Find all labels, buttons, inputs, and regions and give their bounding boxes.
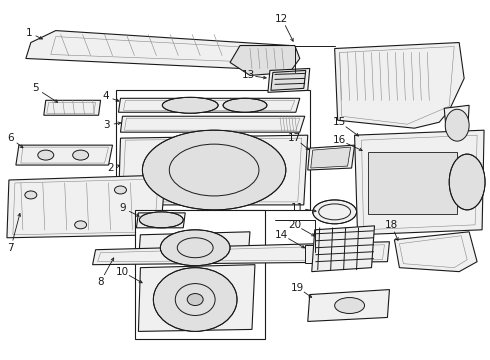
Text: 12: 12: [275, 14, 289, 24]
Text: 13: 13: [242, 71, 255, 80]
Ellipse shape: [74, 221, 87, 229]
Text: 9: 9: [119, 203, 126, 213]
Ellipse shape: [162, 97, 218, 113]
Polygon shape: [308, 289, 390, 321]
Text: 10: 10: [116, 267, 129, 276]
Ellipse shape: [160, 230, 230, 266]
Ellipse shape: [335, 298, 365, 314]
Text: 8: 8: [97, 276, 104, 287]
Polygon shape: [121, 116, 305, 132]
Bar: [368, 152, 457, 214]
Polygon shape: [26, 31, 295, 68]
Text: 5: 5: [32, 84, 39, 93]
Text: 19: 19: [291, 283, 304, 293]
Text: 17: 17: [288, 133, 301, 143]
Polygon shape: [271, 71, 306, 90]
Text: 16: 16: [333, 135, 346, 145]
Polygon shape: [394, 232, 477, 272]
Ellipse shape: [143, 130, 286, 210]
Ellipse shape: [73, 150, 89, 160]
Ellipse shape: [153, 268, 237, 332]
Polygon shape: [444, 105, 469, 142]
Polygon shape: [7, 175, 165, 238]
Polygon shape: [311, 147, 350, 168]
Text: 18: 18: [385, 220, 398, 230]
Ellipse shape: [223, 98, 267, 112]
Polygon shape: [93, 242, 390, 265]
Text: 14: 14: [275, 230, 289, 240]
Text: 4: 4: [102, 91, 109, 101]
Ellipse shape: [140, 212, 183, 228]
Polygon shape: [136, 213, 185, 228]
Polygon shape: [335, 42, 464, 128]
Polygon shape: [16, 145, 113, 165]
Ellipse shape: [38, 150, 54, 160]
Ellipse shape: [187, 293, 203, 306]
Bar: [135, 210, 265, 339]
Bar: [305, 245, 327, 263]
Ellipse shape: [25, 191, 37, 199]
Polygon shape: [138, 232, 250, 262]
Bar: [116, 90, 310, 210]
Polygon shape: [138, 265, 255, 332]
Ellipse shape: [313, 200, 357, 224]
Ellipse shape: [445, 109, 469, 141]
Text: 1: 1: [25, 28, 32, 37]
Polygon shape: [355, 130, 484, 235]
Polygon shape: [44, 100, 100, 115]
Polygon shape: [119, 135, 308, 205]
Text: 15: 15: [333, 117, 346, 127]
Polygon shape: [268, 68, 310, 92]
Text: 6: 6: [7, 133, 14, 143]
Text: 20: 20: [288, 220, 301, 230]
Polygon shape: [312, 226, 374, 272]
Text: 11: 11: [291, 203, 304, 213]
Ellipse shape: [449, 154, 485, 210]
Text: 2: 2: [107, 163, 114, 173]
Polygon shape: [230, 45, 300, 75]
Polygon shape: [308, 145, 355, 170]
Ellipse shape: [115, 186, 126, 194]
Text: 3: 3: [103, 120, 110, 130]
Text: 7: 7: [7, 243, 14, 253]
Polygon shape: [119, 98, 300, 112]
